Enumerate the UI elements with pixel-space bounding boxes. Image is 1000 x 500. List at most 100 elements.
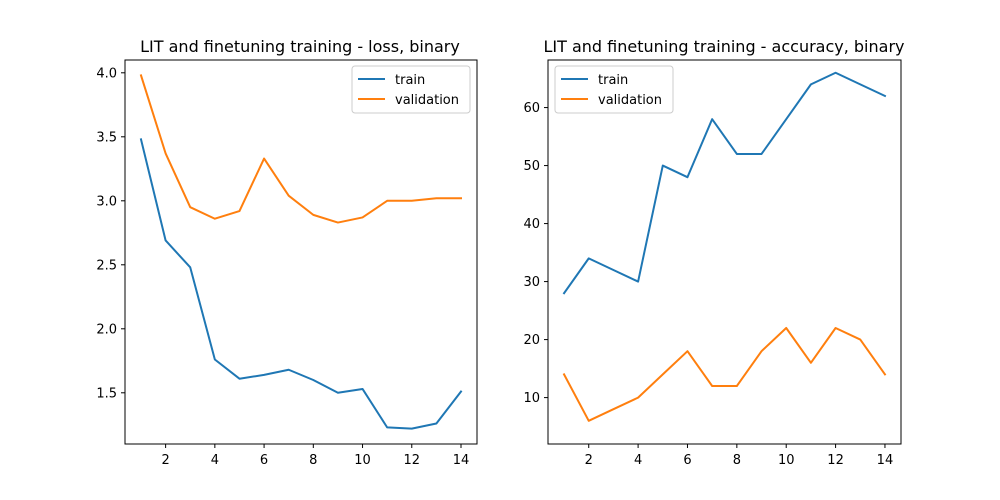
chart-accuracy-validation-point (588, 420, 590, 422)
chart-loss-y-tick-label: 4.0 (96, 66, 117, 81)
chart-loss-train-point (214, 358, 216, 361)
chart-loss-x-tick-label: 6 (260, 453, 268, 468)
chart-loss-y-tick-label: 3.5 (96, 130, 117, 145)
chart-accuracy-legend: train validation (554, 65, 674, 114)
chart-accuracy-validation-point (760, 350, 763, 352)
chart-accuracy-train-point (637, 280, 639, 283)
chart-accuracy-train-point (810, 83, 812, 85)
chart-accuracy-legend-validation-label: validation (598, 93, 662, 108)
chart-loss-train-point (263, 374, 265, 376)
chart-accuracy-x-tick-label: 10 (778, 453, 795, 468)
chart-loss-series-group (139, 74, 463, 430)
chart-loss-legend-validation-label: validation (395, 93, 459, 108)
chart-accuracy-train-point (785, 118, 787, 120)
chart-loss-train-point (288, 369, 290, 371)
chart-accuracy-train-point (711, 118, 713, 120)
chart-loss-validation-point (312, 214, 314, 216)
chart-loss-validation-point (386, 200, 388, 202)
chart-accuracy-train-point (760, 153, 763, 155)
chart-accuracy-legend-box (554, 65, 674, 114)
chart-accuracy-train-point (736, 153, 738, 155)
chart-loss-validation-point (337, 221, 339, 224)
chart-accuracy-series-group (562, 71, 887, 422)
chart-accuracy-validation-point (662, 373, 664, 375)
chart-loss-legend-train-label: train (395, 73, 425, 88)
chart-loss-x-tick-label: 10 (354, 453, 371, 468)
chart-loss-train-point (165, 239, 167, 242)
chart-accuracy-train-point (884, 95, 886, 97)
chart-accuracy-validation-point (637, 397, 639, 399)
chart-loss-train-point (460, 390, 462, 393)
chart-accuracy-validation-point (810, 362, 812, 364)
chart-accuracy-x-tick-label: 6 (683, 453, 691, 468)
chart-accuracy-validation-point (736, 385, 738, 387)
chart-loss-legend: train validation (351, 65, 471, 114)
chart-accuracy-y-tick-label: 30 (523, 275, 540, 290)
chart-loss-train-point (337, 392, 339, 394)
chart-loss-legend-box (351, 65, 471, 114)
chart-accuracy-x-tick-label: 14 (877, 453, 894, 468)
chart-loss-validation-point (411, 200, 413, 202)
chart-loss-validation-point (460, 197, 462, 199)
chart-accuracy-validation-point (612, 408, 615, 410)
chart-accuracy-x-tick-label: 2 (585, 453, 593, 468)
chart-loss-y-tick-label: 2.0 (96, 322, 117, 337)
chart-accuracy-train-point (563, 292, 565, 294)
chart-accuracy-y-tick-label: 20 (523, 333, 540, 348)
chart-loss-ticks-group: 2 4 6 8 10 12 14 1.5 2.0 2.5 3.0 3.5 4.0 (96, 66, 469, 468)
chart-loss-train-point (435, 422, 437, 425)
chart-accuracy-train-point (662, 164, 664, 167)
chart-accuracy-x-tick-label: 8 (733, 453, 741, 468)
chart-loss-x-tick-label: 2 (161, 453, 169, 468)
chart-accuracy-x-tick-label: 4 (634, 453, 642, 468)
chart-loss-train-point (140, 138, 142, 140)
chart-loss-validation-point (361, 216, 364, 219)
chart-loss-train-point (238, 378, 241, 380)
chart-loss-x-tick-label: 8 (309, 453, 317, 468)
chart-loss-train-point (312, 379, 314, 381)
chart-loss-validation-point (238, 210, 241, 212)
chart-loss-train-point (386, 426, 388, 428)
chart-loss-axes-frame (124, 59, 478, 445)
chart-accuracy-train-line (562, 71, 887, 295)
chart-accuracy-title: LIT and finetuning training - accuracy, … (543, 37, 904, 56)
chart-accuracy-validation-point (563, 373, 565, 375)
chart-accuracy-y-tick-label: 50 (523, 159, 540, 174)
chart-loss-x-tick-label: 14 (453, 453, 470, 468)
chart-loss-validation-point (165, 152, 167, 155)
chart-accuracy-validation-line (562, 326, 887, 422)
chart-accuracy-y-tick-label: 40 (523, 217, 540, 232)
chart-loss-x-tick-label: 12 (403, 453, 420, 468)
chart-accuracy-x-tick-label: 12 (827, 453, 844, 468)
chart-loss: LIT and finetuning training - loss, bina… (96, 37, 478, 468)
chart-loss-y-tick-label: 3.0 (96, 194, 117, 209)
chart-loss-train-line (139, 138, 463, 430)
chart-loss-train-point (361, 388, 364, 390)
chart-loss-validation-point (189, 206, 191, 208)
chart-accuracy-train-point (834, 72, 837, 74)
chart-accuracy-validation-point (686, 350, 689, 352)
chart-accuracy-validation-point (859, 338, 861, 341)
chart-accuracy-ticks-group: 2 4 6 8 10 12 14 10 20 30 40 50 60 (523, 101, 893, 468)
chart-accuracy-validation-point (834, 327, 837, 329)
chart-accuracy-train-point (859, 83, 861, 85)
chart-accuracy-train-point (612, 269, 615, 271)
chart-accuracy: LIT and finetuning training - accuracy, … (523, 37, 904, 468)
chart-accuracy-validation-point (884, 373, 886, 375)
chart-loss-validation-point (263, 157, 265, 160)
chart-loss-title: LIT and finetuning training - loss, bina… (140, 37, 460, 56)
chart-accuracy-y-tick-label: 10 (523, 391, 540, 406)
chart-loss-validation-point (288, 195, 290, 197)
chart-accuracy-y-tick-label: 60 (523, 101, 540, 116)
chart-loss-x-tick-label: 4 (211, 453, 219, 468)
chart-accuracy-train-point (588, 257, 590, 259)
chart-loss-train-point (411, 428, 413, 430)
chart-accuracy-axes-frame (547, 59, 902, 445)
chart-loss-validation-point (214, 218, 216, 220)
chart-loss-train-point (189, 266, 191, 268)
chart-accuracy-validation-point (785, 327, 787, 329)
chart-loss-validation-point (140, 74, 142, 76)
chart-accuracy-validation-point (711, 385, 713, 387)
chart-accuracy-legend-train-label: train (598, 73, 628, 88)
